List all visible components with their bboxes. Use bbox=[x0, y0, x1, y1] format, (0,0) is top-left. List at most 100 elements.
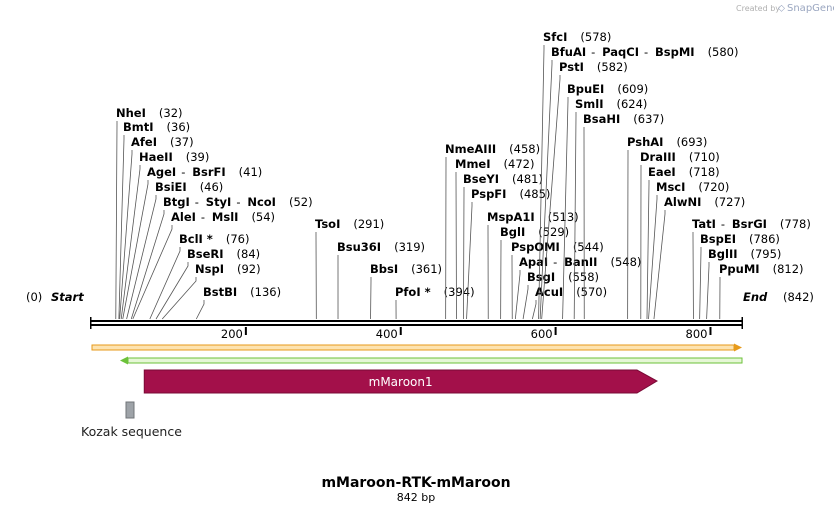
site-name[interactable]: AlwNI bbox=[664, 195, 701, 209]
site-name[interactable]: BsaHI bbox=[583, 112, 620, 126]
site-bsiei[interactable]: BsiEI (46) bbox=[126, 180, 224, 320]
site-pfoi[interactable]: PfoI * (394) bbox=[395, 285, 475, 320]
site-smli[interactable]: SmlI (624) bbox=[573, 97, 647, 320]
site-bspei[interactable]: BspEI (786) bbox=[699, 232, 780, 320]
site-name[interactable]: AgeI bbox=[147, 165, 176, 179]
site-msci[interactable]: MscI (720) bbox=[648, 180, 730, 320]
site-name[interactable]: MslI bbox=[212, 210, 239, 224]
site-name[interactable]: BsrGI bbox=[732, 217, 767, 231]
site-alei[interactable]: AleI - MslI (54) bbox=[132, 210, 275, 320]
site-nspi[interactable]: NspI (92) bbox=[161, 262, 261, 320]
site-name[interactable]: PpuMI bbox=[719, 262, 760, 276]
site-name[interactable]: AcuI bbox=[535, 285, 563, 299]
site-name[interactable]: NmeAIII bbox=[445, 142, 496, 156]
site-bseyi[interactable]: BseYI (481) bbox=[463, 172, 543, 320]
site-name[interactable]: BspMI bbox=[655, 45, 695, 59]
site-name[interactable]: PaqCI bbox=[602, 45, 639, 59]
site-name[interactable]: BmtI bbox=[123, 120, 154, 134]
site-name[interactable]: BsiEI bbox=[155, 180, 187, 194]
site-leader-line bbox=[706, 262, 710, 320]
ruler-tick-label: 600 bbox=[531, 327, 553, 341]
site-name[interactable]: HaeII bbox=[139, 150, 173, 164]
site-name[interactable]: BpuEI bbox=[567, 82, 604, 96]
site-name[interactable]: BsrFI bbox=[192, 165, 225, 179]
site-bfuai[interactable]: BfuAI - PaqCI - BspMI (580) bbox=[539, 45, 739, 320]
kozak-feature[interactable]: Kozak sequence bbox=[81, 401, 182, 439]
site-leader-line bbox=[119, 150, 133, 320]
site-name[interactable]: AleI bbox=[171, 210, 196, 224]
site-ppumi[interactable]: PpuMI (812) bbox=[719, 262, 804, 320]
site-name[interactable]: BstBI bbox=[203, 285, 237, 299]
site-name[interactable]: NcoI bbox=[247, 195, 276, 209]
site-psti[interactable]: PstI (582) bbox=[541, 60, 628, 320]
site-bsahi[interactable]: BsaHI (637) bbox=[583, 112, 664, 320]
site-sfci[interactable]: SfcI (578) bbox=[538, 30, 612, 320]
site-eaei[interactable]: EaeI (718) bbox=[646, 165, 720, 320]
site-name[interactable]: PspFI bbox=[471, 187, 506, 201]
site-name[interactable]: BseRI bbox=[187, 247, 224, 261]
site-bbsi[interactable]: BbsI (361) bbox=[370, 262, 442, 320]
site-afei[interactable]: AfeI (37) bbox=[119, 135, 194, 320]
site-name[interactable]: SfcI bbox=[543, 30, 567, 44]
ruler-tick bbox=[244, 327, 247, 335]
site-name[interactable]: BclI * bbox=[179, 232, 213, 246]
site-mspa1i[interactable]: MspA1I (513) bbox=[487, 210, 579, 320]
site-name-separator: - bbox=[181, 165, 185, 179]
site-name[interactable]: Bsu36I bbox=[337, 240, 381, 254]
site-name[interactable]: BsgI bbox=[527, 270, 555, 284]
site-alwni[interactable]: AlwNI (727) bbox=[653, 195, 745, 320]
site-mmei[interactable]: MmeI (472) bbox=[455, 157, 534, 320]
site-name[interactable]: PstI bbox=[559, 60, 584, 74]
site-bsu36i[interactable]: Bsu36I (319) bbox=[337, 240, 425, 320]
site-name[interactable]: SmlI bbox=[575, 97, 604, 111]
kozak-box[interactable] bbox=[125, 401, 135, 419]
site-agei[interactable]: AgeI - BsrFI (41) bbox=[122, 165, 263, 320]
site-name[interactable]: BglI bbox=[500, 225, 525, 239]
site-draiii[interactable]: DraIII (710) bbox=[640, 150, 720, 320]
site-pspfi[interactable]: PspFI (485) bbox=[466, 187, 551, 320]
site-name[interactable]: BseYI bbox=[463, 172, 499, 186]
site-name[interactable]: DraIII bbox=[640, 150, 676, 164]
site-name[interactable]: BtgI bbox=[163, 195, 190, 209]
site-nmeaiii[interactable]: NmeAIII (458) bbox=[445, 142, 540, 320]
site-bsgi[interactable]: BsgI (558) bbox=[522, 270, 599, 320]
site-name[interactable]: EaeI bbox=[648, 165, 676, 179]
site-name[interactable]: BglII bbox=[708, 247, 738, 261]
site-bglii[interactable]: BglII (795) bbox=[706, 247, 782, 320]
site-name[interactable]: BbsI bbox=[370, 262, 398, 276]
site-name[interactable]: BfuAI bbox=[551, 45, 586, 59]
site-name[interactable]: MspA1I bbox=[487, 210, 535, 224]
site-name[interactable]: ApaI bbox=[519, 255, 548, 269]
site-name[interactable]: PshAI bbox=[627, 135, 663, 149]
site-leader-line bbox=[531, 300, 537, 320]
site-name[interactable]: AfeI bbox=[131, 135, 157, 149]
site-name[interactable]: NspI bbox=[195, 262, 224, 276]
site-name[interactable]: PspOMI bbox=[511, 240, 560, 254]
site-position: (76) bbox=[226, 232, 250, 246]
site-btgi[interactable]: BtgI - StyI - NcoI (52) bbox=[130, 195, 313, 320]
site-name[interactable]: TsoI bbox=[315, 217, 340, 231]
site-name[interactable]: MmeI bbox=[455, 157, 491, 171]
site-name[interactable]: MscI bbox=[656, 180, 685, 194]
site-nhei[interactable]: NheI (32) bbox=[115, 106, 183, 320]
site-bmti[interactable]: BmtI (36) bbox=[118, 120, 190, 320]
site-bcli[interactable]: BclI * (76) bbox=[149, 232, 250, 320]
site-tati[interactable]: TatI - BsrGI (778) bbox=[692, 217, 811, 320]
site-bgli[interactable]: BglI (529) bbox=[500, 225, 569, 320]
site-name[interactable]: TatI bbox=[692, 217, 716, 231]
site-name[interactable]: BspEI bbox=[700, 232, 736, 246]
site-bpuei[interactable]: BpuEI (609) bbox=[562, 82, 649, 320]
site-haeii[interactable]: HaeII (39) bbox=[120, 150, 209, 320]
site-leader-line bbox=[573, 112, 577, 320]
site-name[interactable]: StyI bbox=[206, 195, 232, 209]
site-apai[interactable]: ApaI - BanII (548) bbox=[514, 255, 641, 320]
site-name[interactable]: BanII bbox=[564, 255, 597, 269]
site-name[interactable]: NheI bbox=[116, 106, 146, 120]
site-tsoi[interactable]: TsoI (291) bbox=[315, 217, 384, 320]
cds-arrow[interactable] bbox=[143, 369, 658, 394]
site-bstbi[interactable]: BstBI (136) bbox=[195, 285, 281, 320]
site-name[interactable]: PfoI * bbox=[395, 285, 431, 299]
site-pshai[interactable]: PshAI (693) bbox=[627, 135, 707, 320]
site-bseri[interactable]: BseRI (84) bbox=[155, 247, 260, 320]
cds-feature-mmaroon1[interactable]: mMaroon1 bbox=[143, 369, 658, 394]
